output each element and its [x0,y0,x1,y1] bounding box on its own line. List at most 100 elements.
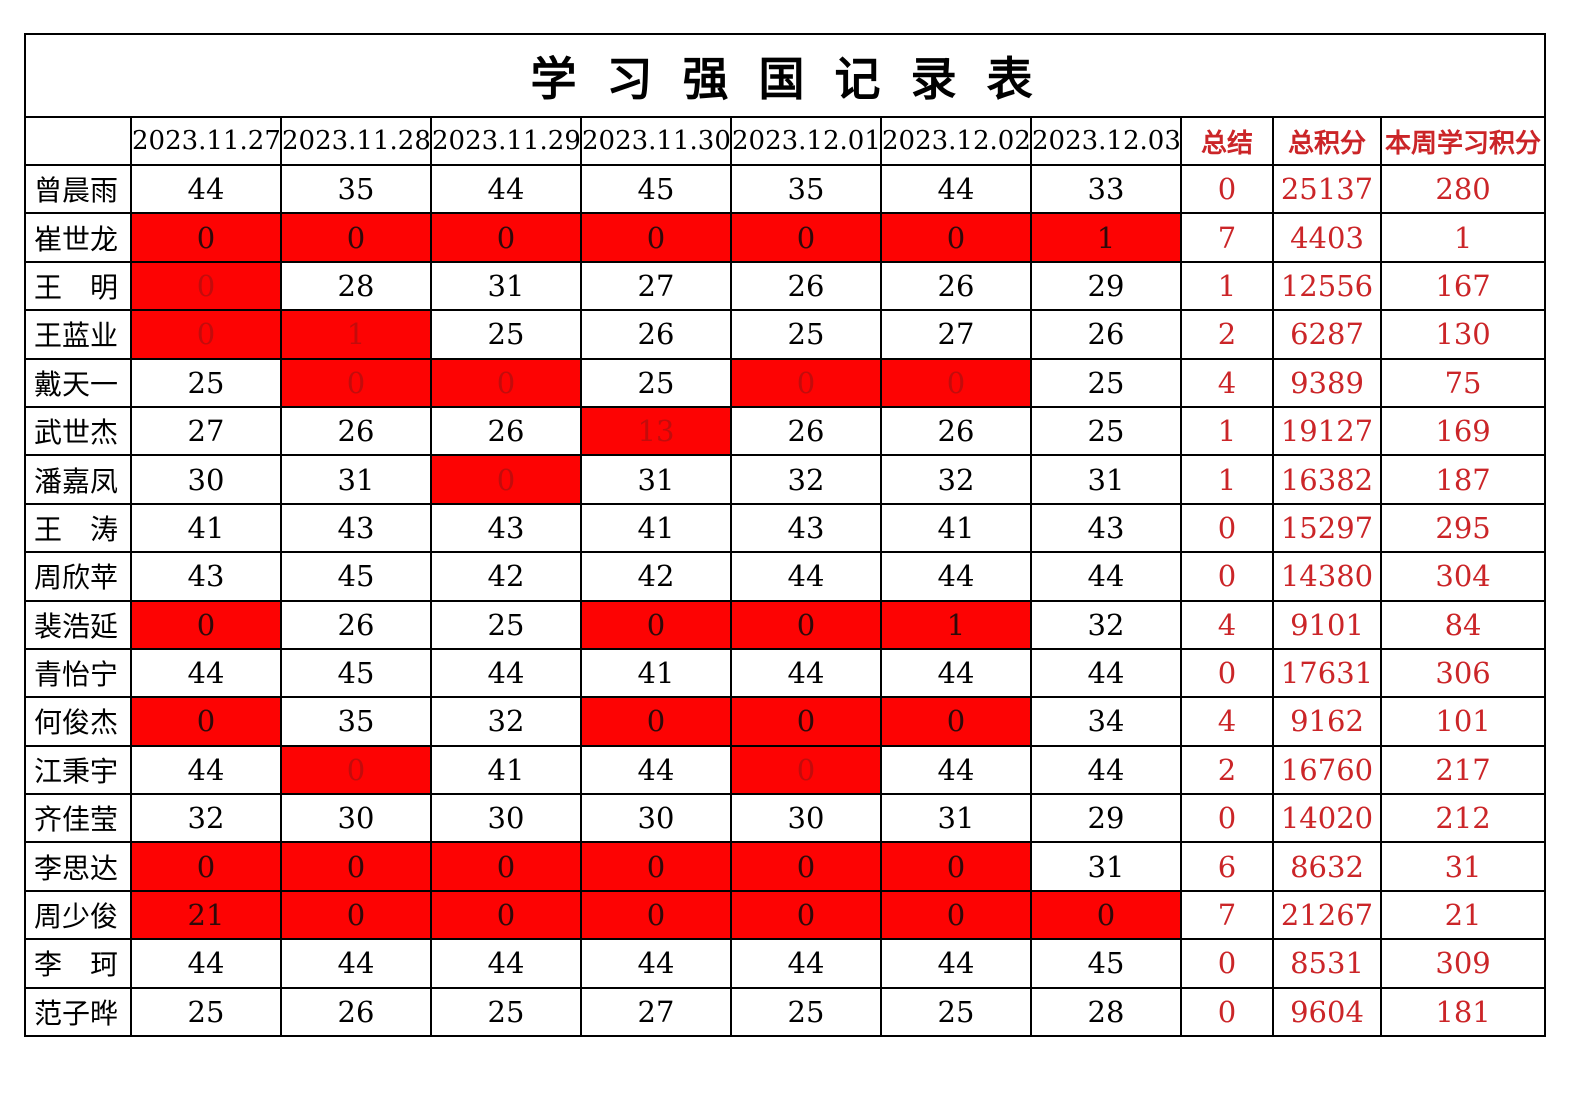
score-cell: 0 [280,841,432,892]
week-points-cell: 295 [1379,502,1547,554]
table-row: 周少俊 21 0 0 0 0 0 0 7 21267 21 [24,889,1547,941]
row-name: 齐佳莹 [24,793,132,844]
row-name: 曾晨雨 [24,163,132,215]
score-cell: 32 [1030,599,1182,650]
score-cell: 0 [580,212,732,263]
score-cell: 25 [1030,357,1182,408]
score-cell: 26 [730,405,882,457]
score-cell: 44 [880,647,1032,699]
score-cell: 44 [1030,647,1182,699]
summary-cell: 4 [1180,599,1274,650]
score-cell: 0 [430,454,582,505]
date-header: 2023.12.01 [730,116,882,166]
row-name: 周欣苹 [24,551,132,602]
row-name: 江秉宇 [24,744,132,796]
score-cell: 25 [430,986,582,1038]
total-points-header: 总积分 [1272,116,1382,166]
score-cell: 0 [130,841,282,892]
total-points-cell: 14020 [1272,793,1382,844]
summary-cell: 0 [1180,986,1274,1038]
table-row: 江秉宇 44 0 41 44 0 44 44 2 16760 217 [24,744,1547,796]
total-points-cell: 17631 [1272,647,1382,699]
score-cell: 0 [730,744,882,796]
score-cell: 26 [580,309,732,360]
score-cell: 25 [730,986,882,1038]
score-cell: 0 [130,260,282,312]
score-cell: 41 [880,502,1032,554]
score-cell: 41 [130,502,282,554]
week-points-cell: 304 [1379,551,1547,602]
header-row: 2023.11.27 2023.11.28 2023.11.29 2023.11… [24,116,1547,166]
summary-cell: 1 [1180,405,1274,457]
date-header: 2023.11.29 [430,116,582,166]
score-cell: 44 [130,163,282,215]
table-row: 李思达 0 0 0 0 0 0 31 6 8632 31 [24,841,1547,892]
score-cell: 44 [880,163,1032,215]
score-cell: 0 [880,357,1032,408]
score-cell: 43 [730,502,882,554]
summary-cell: 6 [1180,841,1274,892]
summary-cell: 1 [1180,454,1274,505]
score-cell: 0 [730,357,882,408]
records-table-body: 曾晨雨 44 35 44 45 35 44 33 0 25137 280 崔世龙 0 0 0 0 0 0 1 7 440… [24,163,1547,1038]
table-row: 王 明 0 28 31 27 26 26 29 1 12556 167 [24,260,1547,312]
total-points-cell: 9389 [1272,357,1382,408]
total-points-cell: 14380 [1272,551,1382,602]
summary-cell: 7 [1180,889,1274,941]
score-cell: 44 [430,938,582,989]
week-points-cell: 181 [1379,986,1547,1038]
page-title: 学 习 强 国 记 录 表 [23,33,1547,118]
row-name: 青怡宁 [24,647,132,699]
row-name: 王蓝业 [24,309,132,360]
score-cell: 45 [1030,938,1182,989]
score-cell: 29 [1030,260,1182,312]
week-points-cell: 280 [1379,163,1547,215]
date-header: 2023.12.03 [1030,116,1182,166]
score-cell: 0 [580,841,732,892]
score-cell: 42 [430,551,582,602]
row-name: 李思达 [24,841,132,892]
score-cell: 45 [280,551,432,602]
score-cell: 25 [130,986,282,1038]
score-cell: 32 [880,454,1032,505]
score-cell: 25 [130,357,282,408]
total-points-cell: 21267 [1272,889,1382,941]
score-cell: 27 [580,986,732,1038]
score-cell: 32 [430,696,582,747]
total-points-cell: 6287 [1272,309,1382,360]
score-cell: 31 [430,260,582,312]
score-cell: 44 [880,551,1032,602]
score-cell: 28 [1030,986,1182,1038]
score-cell: 44 [730,551,882,602]
summary-cell: 4 [1180,696,1274,747]
table-row: 青怡宁 44 45 44 41 44 44 44 0 17631 306 [24,647,1547,699]
week-points-cell: 130 [1379,309,1547,360]
score-cell: 26 [430,405,582,457]
score-cell: 35 [280,696,432,747]
score-cell: 44 [430,163,582,215]
table-row: 周欣苹 43 45 42 42 44 44 44 0 14380 304 [24,551,1547,602]
score-cell: 0 [880,889,1032,941]
week-points-cell: 84 [1379,599,1547,650]
score-cell: 44 [580,744,732,796]
table-row: 王蓝业 0 1 25 26 25 27 26 2 6287 130 [24,309,1547,360]
table-row: 齐佳莹 32 30 30 30 30 31 29 0 14020 212 [24,793,1547,844]
summary-cell: 0 [1180,502,1274,554]
week-points-cell: 217 [1379,744,1547,796]
table-row: 戴天一 25 0 0 25 0 0 25 4 9389 75 [24,357,1547,408]
week-points-cell: 31 [1379,841,1547,892]
row-name: 范子晔 [24,986,132,1038]
score-cell: 26 [280,599,432,650]
score-cell: 26 [280,986,432,1038]
score-cell: 31 [580,454,732,505]
corner-cell [24,116,132,166]
week-points-cell: 212 [1379,793,1547,844]
score-cell: 41 [580,647,732,699]
row-name: 戴天一 [24,357,132,408]
score-cell: 44 [1030,551,1182,602]
score-cell: 27 [580,260,732,312]
score-cell: 31 [280,454,432,505]
week-points-cell: 187 [1379,454,1547,505]
date-header: 2023.12.02 [880,116,1032,166]
